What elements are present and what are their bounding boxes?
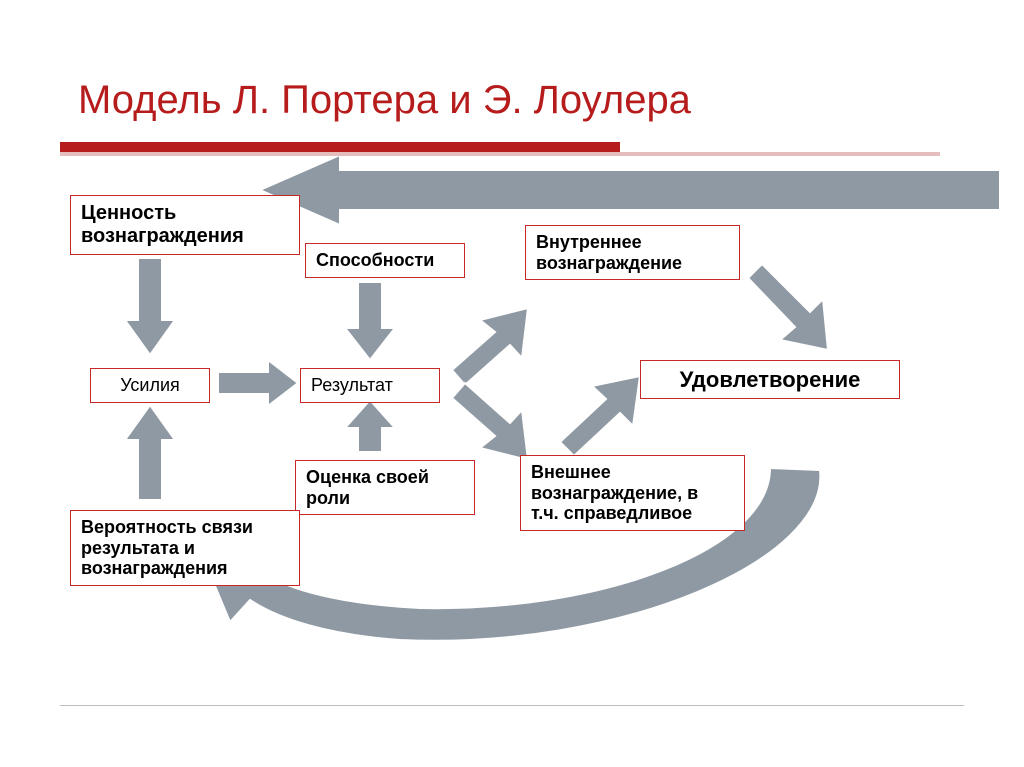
node-value-line1: Ценность [81, 202, 289, 225]
node-extrinsic-line3: т.ч. справедливое [531, 503, 734, 524]
title-underline-thick [60, 142, 620, 152]
node-role-line2: роли [306, 488, 464, 509]
node-probability-line1: Вероятность связи [81, 517, 289, 538]
node-effort-line1: Усилия [101, 375, 199, 396]
arrow-intrinsic-to-satisfaction [748, 264, 828, 350]
arrow-value-to-effort [125, 258, 175, 355]
node-role: Оценка своей роли [295, 460, 475, 515]
node-value-line2: вознаграждения [81, 225, 289, 248]
node-intrinsic: Внутреннее вознаграждение [525, 225, 740, 280]
node-result: Результат [300, 368, 440, 403]
node-probability-line2: результата и [81, 538, 289, 559]
node-satisfaction-line1: Удовлетворение [651, 367, 889, 392]
node-probability: Вероятность связи результата и вознаграж… [70, 510, 300, 586]
node-probability-line3: вознаграждения [81, 558, 289, 579]
node-intrinsic-line2: вознаграждение [536, 253, 729, 274]
arrow-result-to-extrinsic [452, 383, 528, 460]
arrow-result-to-intrinsic [452, 308, 528, 385]
node-result-line1: Результат [311, 375, 429, 396]
node-extrinsic-line1: Внешнее [531, 462, 734, 483]
arrow-probability-to-effort [125, 405, 175, 500]
arrow-feedback-top [260, 155, 1000, 225]
node-abilities: Способности [305, 243, 465, 278]
footer-divider [60, 705, 964, 706]
node-satisfaction: Удовлетворение [640, 360, 900, 399]
node-extrinsic: Внешнее вознаграждение, в т.ч. справедли… [520, 455, 745, 531]
node-effort: Усилия [90, 368, 210, 403]
node-extrinsic-line2: вознаграждение, в [531, 483, 734, 504]
node-value: Ценность вознаграждения [70, 195, 300, 255]
arrow-abilities-to-result [345, 282, 395, 360]
slide-title: Модель Л. Портера и Э. Лоулера [78, 78, 691, 123]
node-abilities-line1: Способности [316, 250, 454, 271]
arrow-extrinsic-to-satisfaction [560, 376, 640, 456]
arrow-effort-to-result [218, 360, 298, 406]
node-intrinsic-line1: Внутреннее [536, 232, 729, 253]
arrow-role-to-result [345, 400, 395, 452]
title-underline-thin [60, 152, 940, 156]
diagram-canvas: Модель Л. Портера и Э. Лоулера Ценность … [0, 0, 1024, 767]
node-role-line1: Оценка своей [306, 467, 464, 488]
